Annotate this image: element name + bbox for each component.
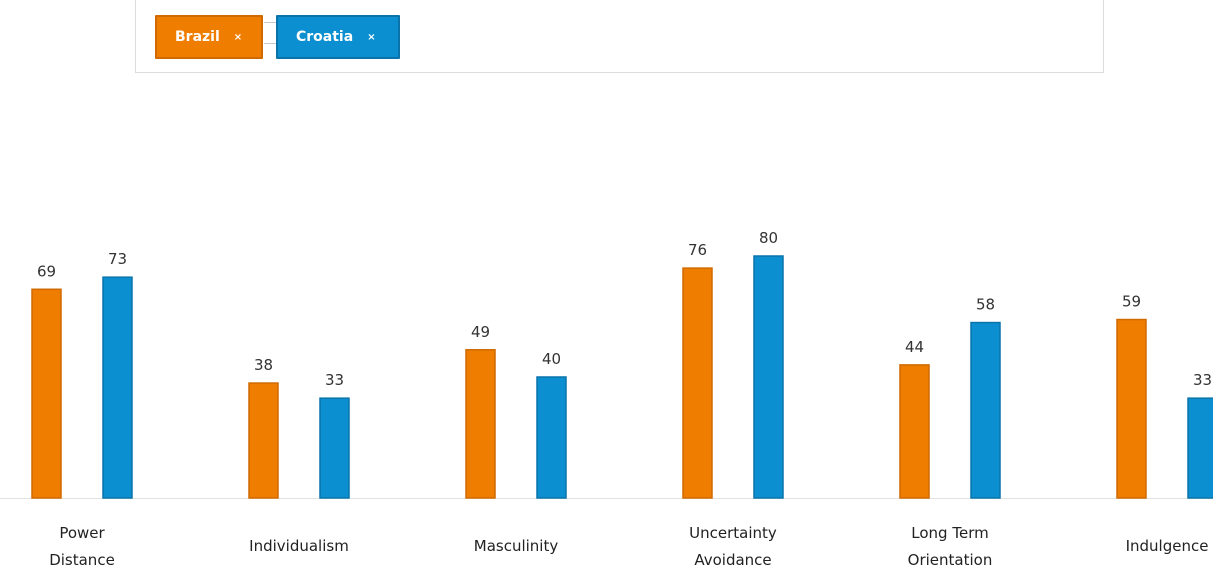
data-label: 59 [1122,293,1141,311]
data-label: 33 [1193,371,1212,389]
bar-brazil-indulgence[interactable] [1116,318,1147,499]
bar-brazil-uncertainty-avoidance[interactable] [682,267,713,499]
category-label: Long Term Orientation [908,524,993,568]
data-label: 58 [976,296,995,314]
category-label: Masculinity [474,537,559,555]
country-chip-brazil[interactable]: Brazil × [155,15,263,59]
data-label: 73 [108,250,127,268]
bar-croatia-indulgence[interactable] [1187,397,1213,499]
category-label: Individualism [249,537,349,555]
data-label: 49 [471,323,490,341]
chip-connector [264,22,276,44]
category-label: Indulgence [1126,537,1209,555]
bar-croatia-power-distance[interactable] [102,276,133,499]
data-label: 44 [905,338,924,356]
bar-croatia-long-term-orientation[interactable] [970,321,1001,499]
data-label: 80 [759,229,778,247]
close-icon[interactable]: × [367,31,376,43]
chip-label: Croatia [296,29,354,45]
close-icon[interactable]: × [233,31,243,43]
bar-croatia-uncertainty-avoidance[interactable] [753,255,784,499]
bar-croatia-masculinity[interactable] [536,376,567,499]
bar-brazil-long-term-orientation[interactable] [899,364,930,499]
bar-brazil-power-distance[interactable] [31,288,62,499]
bar-brazil-individualism[interactable] [248,382,279,499]
category-label: Power Distance [49,524,115,568]
bar-croatia-individualism[interactable] [319,397,350,499]
bar-brazil-masculinity[interactable] [465,349,496,499]
category-label: Uncertainty Avoidance [689,524,777,568]
chip-label: Brazil [175,29,220,45]
data-label: 38 [254,356,273,374]
data-label: 69 [37,262,56,280]
data-label: 76 [688,241,707,259]
country-chip-croatia[interactable]: Croatia × [276,15,400,59]
data-label: 33 [325,371,344,389]
data-label: 40 [542,350,561,368]
